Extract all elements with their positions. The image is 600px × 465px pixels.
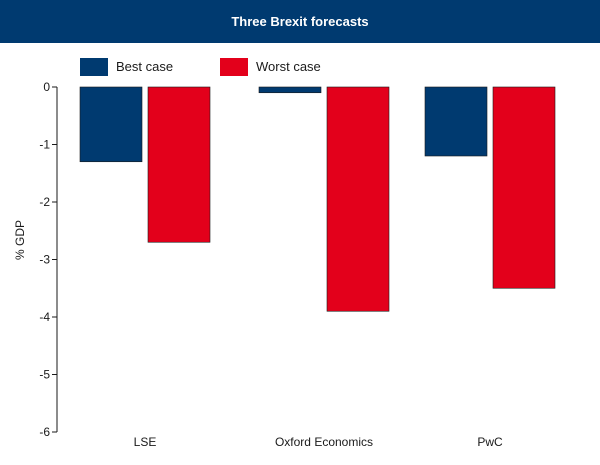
x-tick-label: PwC: [477, 435, 503, 449]
legend-label: Best case: [116, 59, 173, 74]
legend: Best case Worst case: [80, 58, 321, 76]
bar-best-1: [258, 86, 322, 94]
y-tick-label: -4: [39, 310, 50, 324]
y-axis-label: % GDP: [13, 220, 27, 260]
y-tick-label: -1: [39, 138, 50, 152]
bar-worst-0: [147, 86, 211, 243]
bars: [79, 86, 556, 312]
x-axis-labels: LSE Oxford Economics PwC: [134, 435, 503, 449]
y-tick-label: -2: [39, 195, 50, 209]
chart-title: Three Brexit forecasts: [0, 0, 600, 43]
x-tick-label: LSE: [134, 435, 157, 449]
legend-label: Worst case: [256, 59, 321, 74]
legend-swatch: [220, 58, 248, 76]
legend-swatch: [80, 58, 108, 76]
y-tick-label: -6: [39, 425, 50, 439]
bar-worst-1: [326, 86, 390, 312]
bar-worst-2: [492, 86, 556, 289]
bar-best-0: [79, 86, 143, 163]
bar-best-2: [424, 86, 488, 157]
x-tick-label: Oxford Economics: [275, 435, 373, 449]
y-tick-label: -5: [39, 368, 50, 382]
y-tick-label: 0: [43, 80, 50, 94]
y-axis: 0 -1 -2 -3 -4 -5 -6: [39, 80, 58, 439]
y-tick-label: -3: [39, 253, 50, 267]
